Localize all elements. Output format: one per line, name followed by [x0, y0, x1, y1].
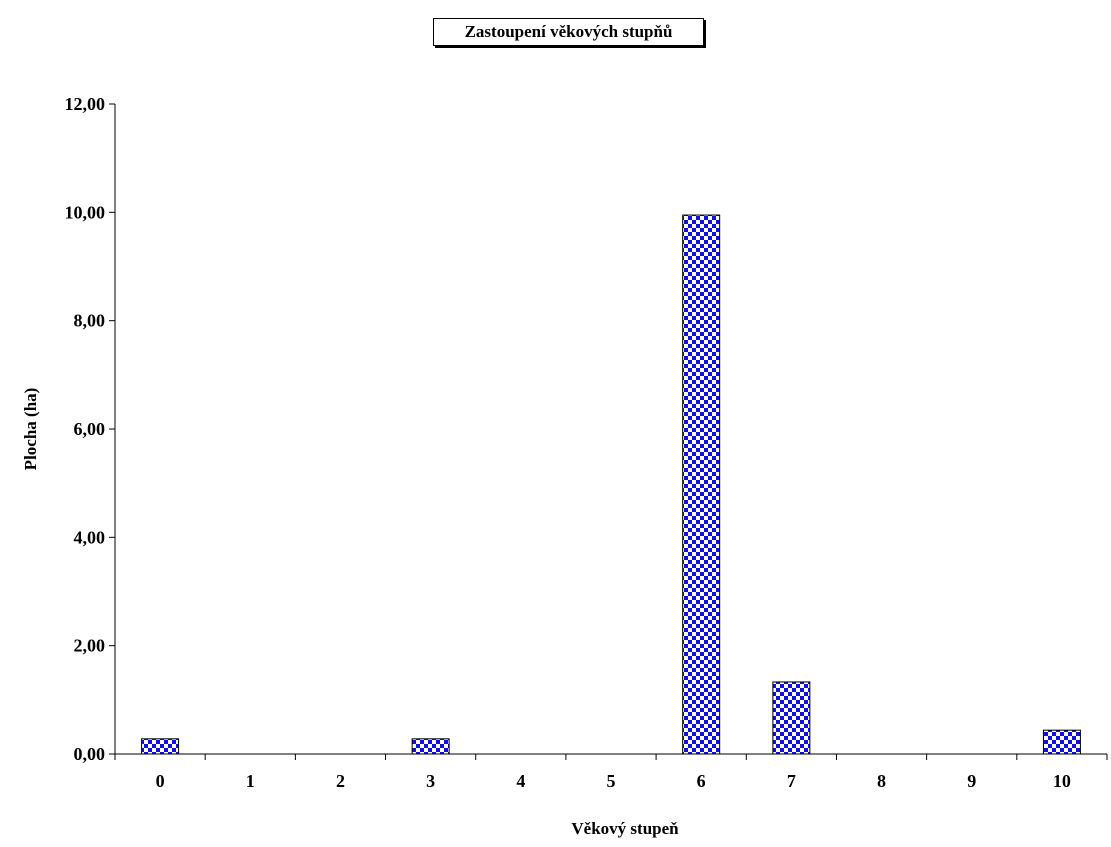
bar-0 [141, 738, 180, 755]
x-tick-label: 1 [246, 771, 255, 791]
x-tick-label: 2 [336, 771, 345, 791]
bars [141, 214, 1081, 755]
y-tick-label: 6,00 [74, 419, 106, 439]
x-axis-title: Věkový stupeň [571, 819, 679, 838]
bar-3 [411, 738, 450, 755]
x-tick-label: 0 [156, 771, 165, 791]
x-tick-label: 6 [697, 771, 706, 791]
bar-7 [772, 681, 811, 755]
y-tick-label: 12,00 [65, 94, 106, 114]
y-axis: 0,00 2,00 4,00 6,00 8,00 10,00 12,00 [65, 94, 116, 764]
x-tick-label: 5 [607, 771, 616, 791]
chart-title: Zastoupení věkových stupňů [433, 18, 704, 46]
y-axis-title: Plocha (ha) [21, 388, 40, 471]
y-tick-label: 2,00 [74, 636, 106, 656]
y-tick-label: 4,00 [74, 527, 106, 547]
y-tick-label: 10,00 [65, 202, 106, 222]
x-tick-label: 10 [1053, 771, 1071, 791]
x-tick-label: 4 [516, 771, 525, 791]
x-tick-label: 7 [787, 771, 796, 791]
x-tick-label: 8 [877, 771, 886, 791]
x-tick-label: 3 [426, 771, 435, 791]
y-tick-label: 0,00 [74, 744, 106, 764]
x-tick-label: 9 [967, 771, 976, 791]
bar-6 [682, 214, 721, 755]
x-axis: 0 1 2 3 4 5 6 7 8 9 10 [114, 753, 1108, 791]
bar-10 [1042, 729, 1081, 755]
y-tick-label: 8,00 [74, 311, 106, 331]
